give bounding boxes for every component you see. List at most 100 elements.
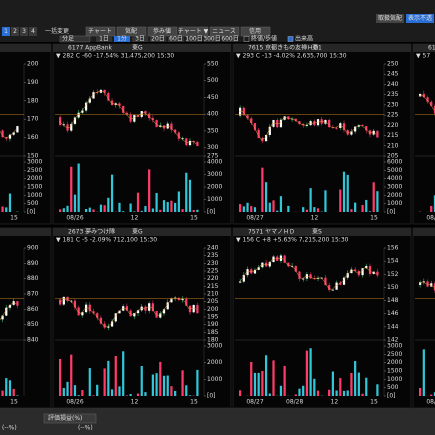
volume-bar	[162, 200, 166, 212]
toolbar-button-label: チャート	[88, 28, 112, 35]
tab[interactable]	[2, 27, 10, 36]
volume-bar	[77, 163, 80, 212]
panel-header	[53, 44, 231, 52]
toolbar-button[interactable]	[116, 26, 147, 37]
price-tick-label: 144	[387, 323, 399, 330]
batch-label: 一括変更	[45, 27, 69, 35]
volume-bar	[84, 209, 88, 212]
date-label: 15	[370, 399, 378, 406]
top-right-label: 取扱気配	[378, 14, 402, 22]
price-tick-label: 350	[207, 127, 219, 134]
period-select-label: 分足	[62, 35, 74, 43]
volume-bar	[268, 393, 271, 396]
volume-bar	[159, 361, 162, 396]
price-tick-label: 152	[387, 271, 399, 278]
top-right-button[interactable]	[406, 14, 434, 23]
candle-body	[426, 97, 429, 102]
price-tick-label: 190	[207, 321, 219, 328]
volume-bar	[8, 380, 12, 396]
volume-bar	[246, 202, 249, 212]
toolbar-button-label: 歩み値	[153, 27, 171, 35]
candle-body	[84, 102, 88, 111]
period-button[interactable]	[204, 36, 220, 42]
candle-body	[1, 130, 4, 138]
volume-bar	[155, 373, 158, 396]
checkbox[interactable]	[287, 36, 294, 42]
volume-bar	[66, 381, 69, 396]
volume-bar	[110, 389, 114, 396]
candle-body	[279, 119, 283, 128]
period-button[interactable]	[168, 36, 184, 42]
price-tick-label: 850	[27, 321, 39, 328]
volume-bar	[354, 361, 357, 396]
candle-body	[192, 140, 195, 142]
period-label: 60日	[169, 36, 183, 43]
volume-tick-label: 3000	[387, 343, 402, 350]
volume-bar	[253, 372, 257, 396]
price-tick-label: 400	[207, 111, 219, 118]
volume-tick-label: 2500	[387, 351, 402, 358]
price-tick-label: 890	[27, 260, 39, 267]
period-button[interactable]	[222, 36, 238, 42]
volume-bar	[59, 209, 62, 212]
candle-body	[294, 265, 297, 272]
toolbar-button-label: ニュース	[212, 28, 236, 35]
date-label: 08/26	[66, 215, 83, 222]
volume-bar	[433, 195, 435, 212]
price-tick-label: 154	[387, 258, 399, 265]
tab[interactable]	[20, 27, 28, 36]
candle-body	[103, 89, 106, 93]
tab[interactable]	[11, 27, 19, 36]
candle-body	[59, 299, 62, 305]
volume-bar	[103, 368, 106, 396]
volume-bar	[73, 194, 77, 212]
candle-body	[433, 283, 435, 291]
period-button[interactable]	[132, 36, 148, 42]
period-button[interactable]	[96, 36, 112, 42]
candle-body	[328, 119, 331, 128]
volume-bar	[166, 201, 169, 212]
toolbar-button[interactable]	[240, 26, 271, 37]
volume-bar	[339, 378, 342, 396]
tab[interactable]	[29, 27, 37, 36]
panel-title: 7571 ヤマノＨＤ	[248, 229, 295, 236]
volume-bar	[350, 209, 353, 212]
volume-bar	[140, 210, 143, 212]
period-button[interactable]	[186, 36, 202, 42]
volume-bar	[92, 209, 95, 212]
volume-bar	[162, 375, 166, 396]
candle-body	[294, 118, 297, 122]
volume-bar	[328, 389, 331, 396]
candle-body	[88, 98, 91, 103]
candle-body	[133, 115, 136, 122]
candle-body	[114, 313, 117, 322]
candle-body	[365, 265, 368, 269]
candle-body	[357, 270, 360, 276]
price-tick-label: 870	[27, 291, 39, 298]
candle-body	[140, 111, 143, 117]
volume-bar	[261, 167, 264, 212]
period-select[interactable]	[59, 35, 91, 43]
period-button[interactable]	[114, 36, 130, 42]
candle-body	[309, 274, 312, 279]
panel-market: 東G	[132, 44, 143, 52]
volume-bar	[350, 372, 353, 396]
panel	[412, 227, 435, 409]
volume-bar	[339, 189, 342, 212]
panel	[0, 43, 52, 225]
top-right-button[interactable]	[376, 14, 404, 23]
date-label: 08/28	[286, 399, 303, 406]
candle-body	[16, 301, 19, 306]
checkbox[interactable]	[243, 36, 250, 42]
volume-bar	[335, 390, 338, 396]
volume-bar	[279, 196, 283, 212]
panel-market: 東G	[132, 228, 143, 236]
price-tick-label: 225	[387, 112, 399, 119]
volume-bar	[309, 348, 312, 396]
date-label: 12	[311, 215, 319, 222]
candle-body	[196, 304, 199, 314]
volume-tick-label: 2000	[207, 359, 222, 366]
period-button[interactable]	[150, 36, 166, 42]
volume-bar	[433, 392, 435, 396]
candle-body	[16, 126, 19, 133]
